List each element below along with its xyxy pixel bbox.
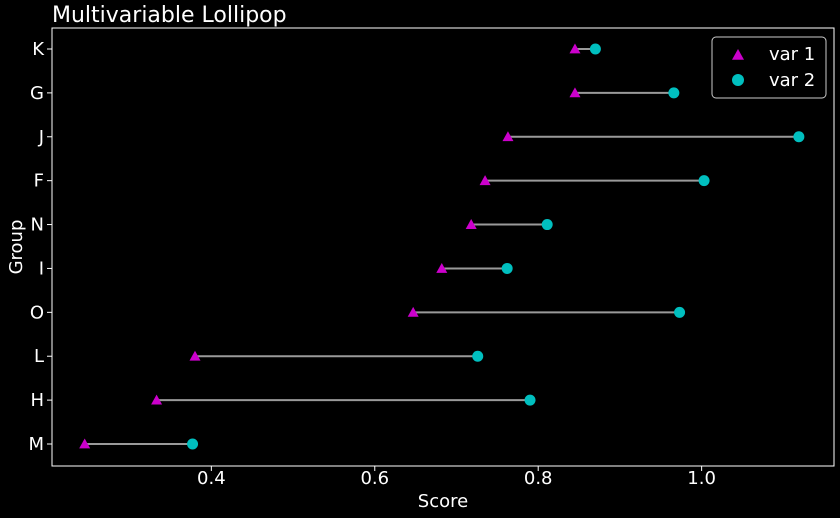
markers bbox=[79, 43, 805, 450]
var2-point-F bbox=[698, 175, 710, 187]
legend-var1-marker bbox=[732, 49, 744, 60]
var2-point-L bbox=[472, 350, 484, 362]
legend-var2-marker bbox=[732, 74, 744, 86]
y-tick-label-N: N bbox=[31, 215, 44, 236]
x-tick-label: 0.6 bbox=[360, 468, 389, 489]
var2-point-I bbox=[501, 262, 513, 274]
y-axis: M H L O I N F J G K bbox=[28, 39, 52, 455]
var1-point-M bbox=[79, 438, 91, 449]
y-tick-label-I: I bbox=[39, 258, 44, 279]
y-tick-label-L: L bbox=[34, 346, 44, 367]
connectors bbox=[84, 48, 799, 445]
y-tick-label-O: O bbox=[30, 302, 44, 323]
legend-var1-label: var 1 bbox=[769, 44, 815, 65]
plot-area bbox=[51, 27, 835, 467]
y-tick-label-J: J bbox=[38, 127, 44, 148]
var2-point-M bbox=[187, 438, 199, 450]
y-tick-label-G: G bbox=[30, 83, 44, 104]
var1-point-O bbox=[407, 306, 419, 317]
y-tick-label-M: M bbox=[28, 434, 44, 455]
x-tick-label: 0.4 bbox=[197, 468, 226, 489]
x-tick-label: 1.0 bbox=[687, 468, 716, 489]
x-tick-label: 0.8 bbox=[524, 468, 553, 489]
var1-point-H bbox=[151, 394, 163, 405]
var2-point-G bbox=[668, 87, 680, 99]
var2-point-N bbox=[541, 219, 553, 231]
var2-point-O bbox=[674, 306, 686, 318]
var1-point-G bbox=[569, 87, 581, 98]
var2-point-J bbox=[793, 131, 805, 143]
y-tick-label-F: F bbox=[34, 171, 44, 192]
var1-point-L bbox=[189, 350, 201, 361]
var1-point-N bbox=[465, 219, 477, 229]
var1-point-I bbox=[436, 262, 448, 273]
y-axis-label: Group bbox=[6, 220, 27, 275]
x-axis: 0.4 0.6 0.8 1.0 bbox=[197, 466, 716, 489]
var1-point-K bbox=[569, 43, 581, 54]
legend: var 1 var 2 bbox=[711, 36, 827, 99]
legend-var2-label: var 2 bbox=[769, 70, 815, 91]
x-axis-label: Score bbox=[418, 491, 468, 512]
chart-title: Multivariable Lollipop bbox=[52, 3, 287, 28]
var1-point-F bbox=[479, 175, 491, 186]
var2-point-H bbox=[524, 394, 536, 406]
y-tick-label-K: K bbox=[32, 39, 45, 60]
var1-point-J bbox=[502, 131, 514, 142]
var2-point-K bbox=[589, 43, 601, 55]
y-tick-label-H: H bbox=[30, 390, 44, 411]
